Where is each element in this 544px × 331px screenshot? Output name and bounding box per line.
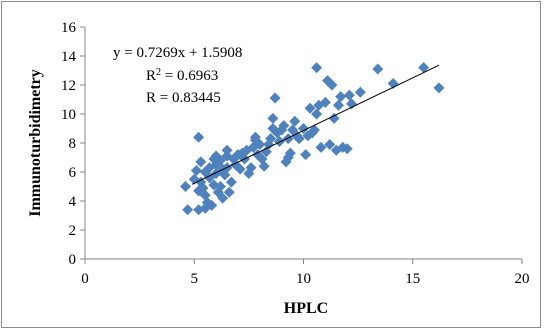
data-point (182, 204, 194, 216)
y-axis-ticks: 0 2 4 6 8 10 12 14 16 (61, 20, 85, 268)
y-tick-label: 12 (61, 78, 76, 94)
data-point (332, 99, 344, 111)
data-point (180, 181, 192, 192)
data-point (217, 192, 229, 204)
data-point (298, 123, 309, 134)
data-point (284, 147, 296, 159)
data-point (335, 91, 347, 103)
data-point (372, 63, 384, 75)
data-point (293, 133, 305, 145)
data-point (206, 199, 218, 211)
data-point (341, 143, 353, 155)
data-point (289, 115, 301, 127)
data-point (326, 79, 338, 91)
equation-label: y = 0.7269x + 1.5908 (113, 45, 242, 61)
data-point (433, 82, 445, 94)
data-point (304, 102, 316, 114)
x-tick-label: 5 (191, 271, 199, 287)
data-point (267, 112, 279, 124)
data-point (193, 131, 205, 143)
data-point (254, 138, 266, 150)
data-point (245, 162, 257, 174)
data-point (324, 138, 336, 150)
data-point (225, 176, 237, 188)
data-point (265, 133, 277, 145)
y-tick-label: 6 (69, 165, 77, 181)
data-point (282, 133, 294, 145)
x-axis-title: HPLC (284, 300, 328, 317)
data-point (311, 62, 323, 74)
data-point (354, 86, 366, 98)
trendline (191, 64, 440, 185)
data-point (315, 141, 327, 153)
data-point (258, 160, 270, 172)
data-point (343, 89, 355, 101)
data-point (234, 163, 246, 175)
y-tick-label: 4 (69, 194, 77, 210)
r-label: R = 0.83445 (146, 90, 221, 106)
data-point (190, 165, 202, 177)
data-point (249, 131, 261, 143)
data-point (214, 181, 226, 192)
data-point (269, 92, 281, 104)
r-squared-label: R2 = 0.6963 (146, 67, 218, 85)
y-axis-title: Immunoturbidimetry (27, 69, 44, 217)
data-point (273, 136, 285, 148)
y-tick-label: 16 (61, 20, 77, 36)
y-tick-label: 2 (69, 223, 77, 239)
data-point (319, 96, 331, 108)
y-tick-label: 10 (61, 107, 76, 123)
y-tick-label: 8 (69, 136, 77, 152)
y-tick-label: 14 (61, 49, 77, 65)
data-point (278, 120, 290, 132)
x-axis-ticks: 0 5 10 15 20 (81, 259, 530, 287)
data-point (195, 156, 207, 168)
x-tick-label: 10 (296, 271, 311, 287)
data-point (346, 98, 358, 110)
data-point (328, 112, 340, 124)
x-tick-label: 20 (515, 271, 530, 287)
data-point (300, 149, 312, 161)
y-tick-label: 0 (69, 252, 77, 268)
data-point (223, 186, 235, 198)
x-tick-label: 15 (405, 271, 420, 287)
data-point (418, 62, 430, 74)
data-points (180, 62, 445, 216)
data-point (221, 144, 233, 156)
data-point (311, 108, 323, 120)
data-point (308, 124, 320, 136)
x-tick-label: 0 (81, 271, 89, 287)
